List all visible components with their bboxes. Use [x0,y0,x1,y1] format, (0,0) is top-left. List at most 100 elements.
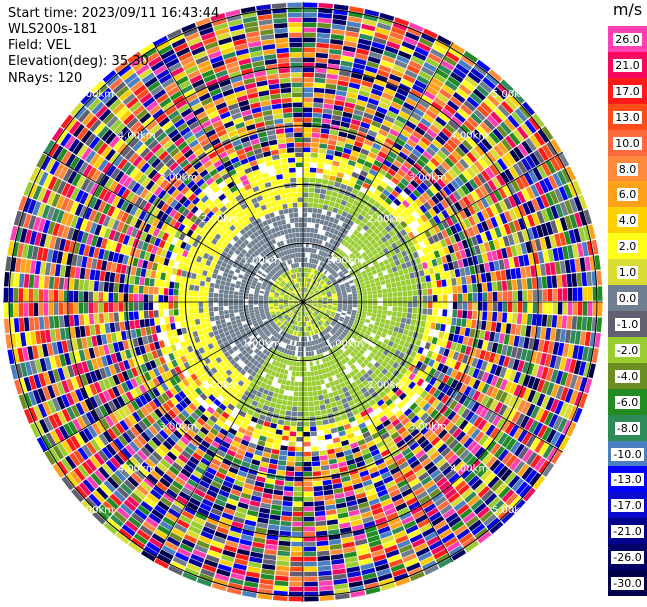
radar-gate [387,329,393,336]
radar-gate [28,303,34,317]
radar-gate [327,318,332,323]
radar-gate [279,409,286,416]
radar-gate [374,368,381,376]
radar-gate [342,402,350,409]
radar-gate [373,354,380,362]
radar-gate [33,303,39,317]
radar-gate [167,409,177,419]
radar-gate [445,469,457,480]
radar-gate [416,378,425,387]
radar-gate [441,374,450,384]
radar-gate [296,436,303,442]
radar-gate [200,530,214,540]
radar-gate [283,491,294,497]
radar-gate [304,546,317,552]
radar-gate [326,408,333,414]
radar-gate [148,294,154,302]
radar-gate [407,330,414,337]
radar-gate [391,331,398,338]
radar-gate [303,516,315,522]
radar-gate [371,475,383,484]
radar-gate [504,368,512,380]
radar-gate [177,472,189,482]
radar-gate [313,340,317,345]
radar-gate [153,310,159,318]
radar-gate [203,264,210,272]
radar-gate [597,302,603,317]
radar-gate [143,302,149,311]
radar-gate [196,417,206,426]
radar-gate [311,319,315,325]
radar-gate [530,350,538,364]
radar-gate [327,355,333,361]
radar-gate [317,344,321,350]
radar-gate [275,382,282,389]
radar-gate [490,387,499,399]
radar-gate [155,325,162,334]
radar-gate [327,392,334,399]
radar-gate [449,545,464,557]
radar-gate [108,292,114,302]
radar-gate [255,423,263,430]
radar-gate [324,356,330,363]
radar-gate [399,511,412,521]
radar-gate [370,471,381,479]
radar-gate [263,298,269,301]
radar-gate [350,351,356,358]
radar-gate [413,542,428,553]
radar-gate [444,357,452,367]
radar-gate [303,336,306,342]
radar-gate [334,339,340,345]
radar-gate [291,340,295,346]
radar-gate [298,381,303,387]
radar-gate [88,493,102,507]
radar-gate [539,352,548,366]
radar-gate [284,321,289,326]
radar-gate [467,302,473,311]
radar-gate [534,457,546,472]
radar-gate [234,479,245,487]
radar-gate [297,306,301,310]
radar-gate [327,325,333,330]
radar-gate [433,548,448,560]
radar-gate [157,524,171,536]
radar-gate [366,339,372,346]
radar-gate [293,501,303,507]
radar-gate [382,394,390,403]
radar-gate [225,369,233,376]
radar-gate [318,570,332,577]
radar-gate [345,495,356,502]
radar-gate [287,400,293,406]
radar-gate [411,482,423,492]
radar-gate [373,512,386,520]
radar-gate [330,548,343,555]
radar-gate [326,326,331,332]
radar-gate [413,432,424,442]
radar-gate [230,489,242,497]
radar-gate [555,328,562,342]
radar-gate [390,431,400,440]
radar-gate [307,303,313,305]
radar-gate [477,339,484,350]
radar-gate [153,466,165,477]
radar-gate [576,316,583,331]
radar-gate [172,556,188,567]
radar-gate [28,317,35,331]
radar-gate [332,327,338,332]
radar-gate [205,322,212,328]
radar-gate [298,321,300,327]
radar-gate [379,322,385,328]
radar-gate [103,281,109,292]
radar-gate [290,381,295,387]
radar-gate [512,397,522,410]
radar-gate [143,496,157,508]
radar-gate [246,361,253,368]
radar-gate [493,353,501,365]
radar-gate [448,472,460,484]
radar-gate [465,410,475,422]
radar-gate [399,483,411,493]
radar-gate [438,480,451,492]
radar-gate [306,305,311,309]
radar-gate [320,409,327,416]
radar-gate [303,391,308,397]
